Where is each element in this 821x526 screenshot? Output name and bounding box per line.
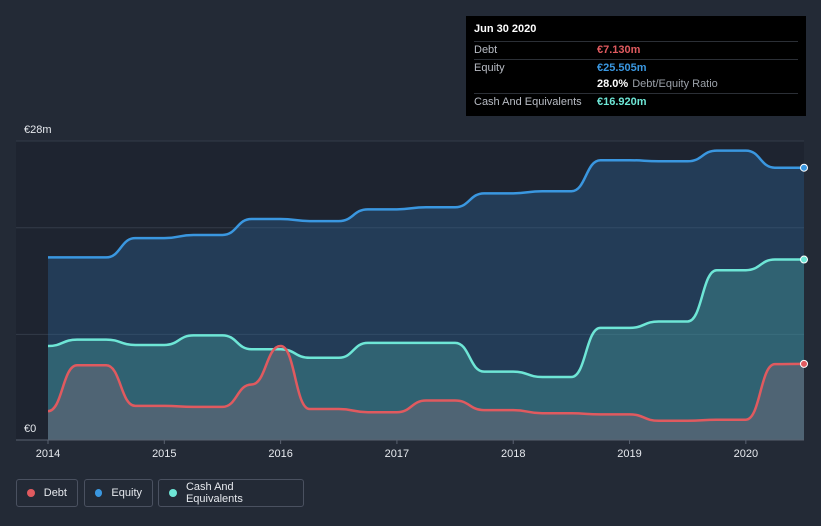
tooltip-debt-label: Debt xyxy=(474,44,498,57)
equity-dot-icon xyxy=(95,489,103,497)
legend-equity[interactable]: Equity xyxy=(84,479,153,507)
debt-area xyxy=(48,346,804,440)
equity-end-point xyxy=(800,163,808,172)
series-end-markers xyxy=(800,163,808,368)
y-tick-label: €0 xyxy=(24,423,36,435)
x-tick-label: 2014 xyxy=(36,448,60,460)
tooltip-cash-value: €16.920m xyxy=(597,95,647,108)
x-tick-label: 2020 xyxy=(734,448,758,460)
legend-debt[interactable]: Debt xyxy=(16,479,78,507)
x-tick-label: 2015 xyxy=(152,448,176,460)
grid xyxy=(16,140,804,441)
legend-debt-label: Debt xyxy=(43,487,67,499)
tooltip-cash-row: Cash And Equivalents €16.920m xyxy=(474,92,798,111)
series-lines xyxy=(47,149,805,423)
cash-dot-icon xyxy=(169,489,177,497)
legend-cash[interactable]: Cash And Equivalents xyxy=(158,479,304,507)
legend-equity-label: Equity xyxy=(111,487,142,499)
x-tick-label: 2019 xyxy=(617,448,641,460)
y-tick-label: €28m xyxy=(24,124,52,136)
tooltip-date: Jun 30 2020 xyxy=(474,23,537,35)
tooltip-ratio-value: 28.0% xyxy=(597,78,629,91)
debt-line xyxy=(47,344,805,423)
debt-dot-icon xyxy=(27,489,35,497)
equity-line xyxy=(47,149,804,259)
x-tick-label: 2017 xyxy=(385,448,409,460)
tooltip-equity-row: Equity €25.505m xyxy=(474,58,798,77)
tooltip-equity-label: Equity xyxy=(474,61,505,74)
tooltip: Jun 30 2020 Debt €7.130m Equity €25.505m… xyxy=(466,16,806,116)
legend-cash-label: Cash And Equivalents xyxy=(185,481,243,505)
x-tick-label: 2018 xyxy=(501,448,525,460)
axes: €0 €28m 2014 2015 2016 2017 2018 2019 2020 xyxy=(16,124,804,460)
tooltip-ratio-row: 28.0% Debt/Equity Ratio xyxy=(474,76,798,93)
tooltip-debt-value: €7.130m xyxy=(597,44,641,57)
cash-and-equivalents-line xyxy=(47,258,804,379)
equity-area xyxy=(48,150,804,440)
debt-end-point xyxy=(800,359,808,368)
x-tick-label: 2016 xyxy=(268,448,292,460)
tooltip-debt-row: Debt €7.130m xyxy=(474,41,798,59)
tooltip-equity-value: €25.505m xyxy=(597,61,647,74)
tooltip-ratio-label: Debt/Equity Ratio xyxy=(632,78,718,91)
plot-background xyxy=(16,141,804,440)
tooltip-cash-label: Cash And Equivalents xyxy=(474,95,582,108)
cash-and-equivalents-end-point xyxy=(800,255,808,264)
